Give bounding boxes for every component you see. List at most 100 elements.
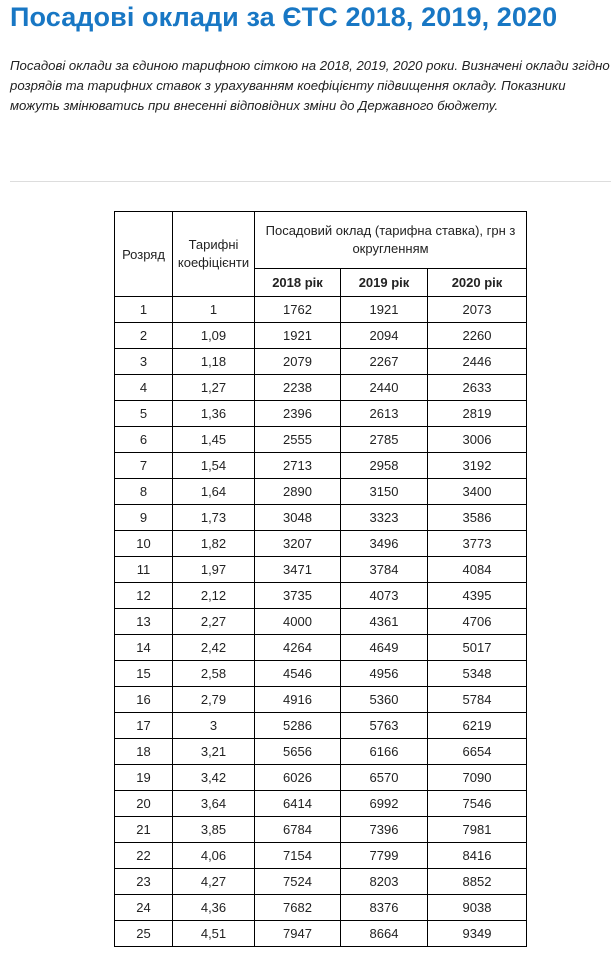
cell-salary-2018: 4916 <box>254 686 341 713</box>
cell-rank: 3 <box>114 348 173 375</box>
cell-salary-2018: 5286 <box>254 712 341 739</box>
cell-salary-2020: 5348 <box>427 660 527 687</box>
cell-coefficient: 1,09 <box>172 322 255 349</box>
table-row: 10 1,82 3207 3496 3773 <box>114 530 527 557</box>
cell-salary-2019: 3150 <box>340 478 428 505</box>
table-row: 5 1,36 2396 2613 2819 <box>114 400 527 427</box>
cell-salary-2019: 3784 <box>340 556 428 583</box>
cell-salary-2019: 2785 <box>340 426 428 453</box>
cell-salary-2020: 5017 <box>427 634 527 661</box>
table-row: 21 3,85 6784 7396 7981 <box>114 816 527 843</box>
cell-rank: 5 <box>114 400 173 427</box>
cell-salary-2019: 2613 <box>340 400 428 427</box>
cell-rank: 19 <box>114 764 173 791</box>
cell-salary-2020: 4706 <box>427 608 527 635</box>
cell-salary-2018: 2238 <box>254 374 341 401</box>
cell-coefficient: 4,36 <box>172 894 255 921</box>
cell-rank: 23 <box>114 868 173 895</box>
cell-salary-2018: 7524 <box>254 868 341 895</box>
cell-salary-2019: 7396 <box>340 816 428 843</box>
cell-rank: 10 <box>114 530 173 557</box>
cell-rank: 18 <box>114 738 173 765</box>
cell-salary-2018: 5656 <box>254 738 341 765</box>
cell-coefficient: 3,21 <box>172 738 255 765</box>
cell-salary-2018: 6414 <box>254 790 341 817</box>
cell-salary-2019: 4361 <box>340 608 428 635</box>
cell-salary-2020: 2633 <box>427 374 527 401</box>
table-row: 18 3,21 5656 6166 6654 <box>114 738 527 765</box>
cell-coefficient: 1,27 <box>172 374 255 401</box>
cell-salary-2018: 1921 <box>254 322 341 349</box>
table-row: 19 3,42 6026 6570 7090 <box>114 764 527 791</box>
cell-salary-2018: 6784 <box>254 816 341 843</box>
cell-rank: 25 <box>114 920 173 947</box>
cell-coefficient: 1,73 <box>172 504 255 531</box>
cell-coefficient: 1,36 <box>172 400 255 427</box>
cell-coefficient: 2,12 <box>172 582 255 609</box>
cell-salary-2019: 4073 <box>340 582 428 609</box>
cell-salary-2020: 8416 <box>427 842 527 869</box>
cell-rank: 2 <box>114 322 173 349</box>
cell-salary-2019: 4649 <box>340 634 428 661</box>
cell-salary-2019: 3323 <box>340 504 428 531</box>
header-salary: Посадовий оклад (тарифна ставка), грн з … <box>254 211 527 269</box>
cell-salary-2018: 2555 <box>254 426 341 453</box>
table-row: 1 1 1762 1921 2073 <box>114 296 527 323</box>
table-row: 22 4,06 7154 7799 8416 <box>114 842 527 869</box>
header-rank: Розряд <box>114 211 173 297</box>
header-coefficient: Тарифні коефіцієнти <box>172 211 255 297</box>
cell-coefficient: 1,97 <box>172 556 255 583</box>
cell-rank: 7 <box>114 452 173 479</box>
cell-coefficient: 1 <box>172 296 255 323</box>
cell-rank: 15 <box>114 660 173 687</box>
cell-salary-2020: 3773 <box>427 530 527 557</box>
cell-coefficient: 3 <box>172 712 255 739</box>
cell-salary-2018: 2079 <box>254 348 341 375</box>
cell-coefficient: 3,64 <box>172 790 255 817</box>
cell-salary-2019: 6992 <box>340 790 428 817</box>
cell-salary-2020: 7090 <box>427 764 527 791</box>
cell-salary-2018: 4264 <box>254 634 341 661</box>
cell-salary-2019: 6570 <box>340 764 428 791</box>
cell-salary-2019: 8376 <box>340 894 428 921</box>
cell-salary-2018: 1762 <box>254 296 341 323</box>
cell-salary-2020: 5784 <box>427 686 527 713</box>
cell-salary-2018: 2890 <box>254 478 341 505</box>
cell-salary-2020: 2260 <box>427 322 527 349</box>
cell-salary-2020: 3192 <box>427 452 527 479</box>
table-row: 8 1,64 2890 3150 3400 <box>114 478 527 505</box>
cell-salary-2020: 9349 <box>427 920 527 947</box>
cell-salary-2018: 6026 <box>254 764 341 791</box>
cell-salary-2020: 3400 <box>427 478 527 505</box>
table-row: 16 2,79 4916 5360 5784 <box>114 686 527 713</box>
cell-salary-2019: 2094 <box>340 322 428 349</box>
cell-coefficient: 4,51 <box>172 920 255 947</box>
cell-salary-2018: 7947 <box>254 920 341 947</box>
cell-rank: 24 <box>114 894 173 921</box>
cell-rank: 21 <box>114 816 173 843</box>
cell-coefficient: 2,58 <box>172 660 255 687</box>
table-row: 24 4,36 7682 8376 9038 <box>114 894 527 921</box>
cell-salary-2018: 3048 <box>254 504 341 531</box>
table-row: 23 4,27 7524 8203 8852 <box>114 868 527 895</box>
cell-rank: 11 <box>114 556 173 583</box>
cell-salary-2020: 3586 <box>427 504 527 531</box>
table-row: 14 2,42 4264 4649 5017 <box>114 634 527 661</box>
cell-salary-2018: 3471 <box>254 556 341 583</box>
cell-rank: 17 <box>114 712 173 739</box>
cell-rank: 8 <box>114 478 173 505</box>
cell-coefficient: 1,54 <box>172 452 255 479</box>
cell-salary-2019: 8664 <box>340 920 428 947</box>
cell-rank: 9 <box>114 504 173 531</box>
cell-salary-2018: 2396 <box>254 400 341 427</box>
cell-salary-2019: 4956 <box>340 660 428 687</box>
table-row: 25 4,51 7947 8664 9349 <box>114 920 527 947</box>
cell-coefficient: 3,42 <box>172 764 255 791</box>
cell-coefficient: 1,18 <box>172 348 255 375</box>
cell-coefficient: 1,64 <box>172 478 255 505</box>
cell-salary-2020: 2073 <box>427 296 527 323</box>
cell-salary-2019: 2267 <box>340 348 428 375</box>
cell-salary-2018: 2713 <box>254 452 341 479</box>
cell-coefficient: 2,42 <box>172 634 255 661</box>
cell-salary-2018: 3735 <box>254 582 341 609</box>
